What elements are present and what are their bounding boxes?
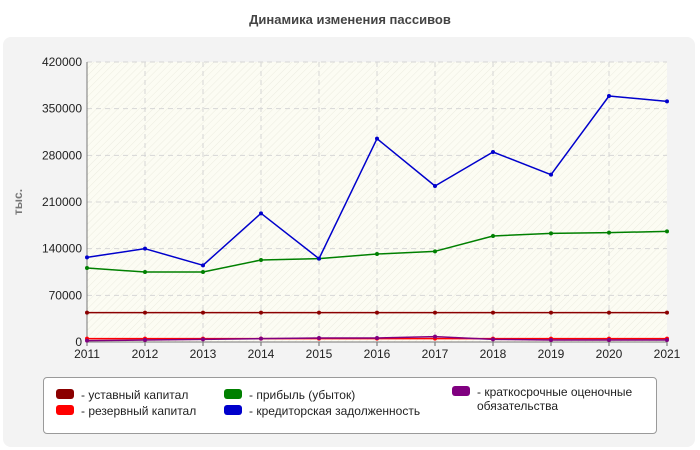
data-point bbox=[201, 270, 205, 274]
data-point bbox=[549, 231, 553, 236]
y-tick-label: 0 bbox=[75, 335, 82, 349]
legend-swatch bbox=[224, 389, 242, 399]
legend: - уставный капитал - резервный капитал -… bbox=[43, 377, 657, 434]
data-point bbox=[259, 211, 263, 216]
data-point bbox=[665, 99, 669, 104]
data-point bbox=[491, 150, 495, 154]
data-point bbox=[143, 270, 147, 274]
x-tick-label: 2020 bbox=[596, 347, 623, 361]
x-tick-label: 2017 bbox=[422, 347, 449, 361]
data-point bbox=[665, 310, 669, 315]
x-tick-label: 2019 bbox=[538, 347, 565, 361]
legend-swatch bbox=[56, 389, 74, 399]
data-point bbox=[259, 258, 263, 262]
data-point bbox=[491, 337, 495, 342]
y-tick-label: 210000 bbox=[42, 195, 82, 209]
data-point bbox=[375, 252, 379, 256]
data-point bbox=[491, 310, 495, 315]
data-point bbox=[375, 310, 379, 315]
y-tick-label: 70000 bbox=[49, 288, 83, 302]
data-point bbox=[143, 246, 147, 251]
data-point bbox=[433, 310, 437, 315]
data-point bbox=[433, 184, 437, 188]
legend-label: - резервный капитал bbox=[81, 404, 197, 418]
x-tick-label: 2021 bbox=[654, 347, 681, 361]
legend-label: - прибыль (убыток) bbox=[249, 388, 356, 402]
data-point bbox=[259, 336, 263, 341]
y-tick-label: 350000 bbox=[42, 102, 82, 116]
x-tick-label: 2016 bbox=[364, 347, 391, 361]
legend-swatch bbox=[56, 405, 74, 415]
data-point bbox=[143, 338, 147, 342]
data-point bbox=[201, 310, 205, 315]
data-point bbox=[143, 310, 147, 315]
data-point bbox=[201, 337, 205, 342]
legend-swatch bbox=[224, 405, 242, 415]
data-point bbox=[665, 229, 669, 234]
data-point bbox=[549, 172, 553, 177]
data-point bbox=[85, 255, 89, 260]
data-point bbox=[607, 310, 611, 315]
data-point bbox=[607, 94, 611, 98]
x-tick-label: 2014 bbox=[248, 347, 275, 361]
legend-swatch bbox=[452, 386, 470, 396]
legend-label: - краткосрочные оценочные обязательства bbox=[477, 385, 633, 413]
x-tick-label: 2018 bbox=[480, 347, 507, 361]
legend-label: - уставный капитал bbox=[81, 388, 189, 402]
x-tick-label: 2013 bbox=[190, 347, 217, 361]
data-point bbox=[317, 336, 321, 340]
legend-label: - кредиторская задолженность bbox=[249, 404, 421, 418]
data-point bbox=[85, 266, 89, 270]
data-point bbox=[607, 338, 611, 342]
data-point bbox=[607, 230, 611, 235]
data-point bbox=[549, 338, 553, 342]
y-tick-label: 420000 bbox=[42, 55, 82, 69]
data-point bbox=[317, 256, 321, 261]
data-point bbox=[317, 310, 321, 315]
data-point bbox=[665, 338, 669, 342]
x-tick-label: 2011 bbox=[74, 347, 100, 361]
y-tick-label: 140000 bbox=[42, 242, 82, 256]
data-point bbox=[491, 234, 495, 238]
x-tick-label: 2015 bbox=[306, 347, 333, 361]
data-point bbox=[259, 310, 263, 315]
chart-title: Динамика изменения пассивов bbox=[249, 12, 451, 27]
data-point bbox=[433, 249, 437, 254]
data-point bbox=[549, 310, 553, 315]
data-point bbox=[85, 338, 89, 343]
y-axis-label: тыс. bbox=[11, 189, 25, 215]
data-point bbox=[433, 334, 437, 339]
data-point bbox=[375, 136, 379, 141]
y-tick-label: 280000 bbox=[42, 148, 82, 162]
x-tick-label: 2012 bbox=[132, 347, 159, 361]
data-point bbox=[375, 336, 379, 340]
data-point bbox=[201, 263, 205, 268]
data-point bbox=[85, 310, 89, 315]
